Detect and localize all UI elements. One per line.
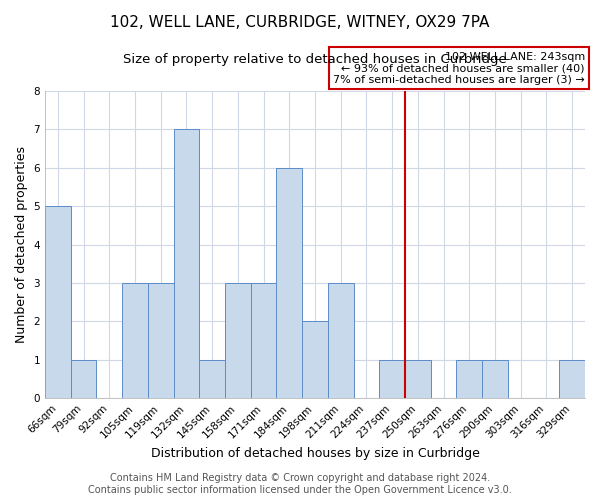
Bar	[251, 283, 277, 399]
Bar	[559, 360, 585, 399]
Text: Contains HM Land Registry data © Crown copyright and database right 2024.
Contai: Contains HM Land Registry data © Crown c…	[88, 474, 512, 495]
Bar	[225, 283, 251, 399]
Bar	[45, 206, 71, 398]
Bar	[71, 360, 97, 399]
Bar	[199, 360, 225, 399]
Y-axis label: Number of detached properties: Number of detached properties	[15, 146, 28, 343]
Bar	[277, 168, 302, 398]
Text: 102, WELL LANE, CURBRIDGE, WITNEY, OX29 7PA: 102, WELL LANE, CURBRIDGE, WITNEY, OX29 …	[110, 15, 490, 30]
Bar	[148, 283, 173, 399]
Bar	[379, 360, 405, 399]
Bar	[173, 130, 199, 398]
Bar	[457, 360, 482, 399]
Title: Size of property relative to detached houses in Curbridge: Size of property relative to detached ho…	[123, 53, 507, 66]
Bar	[302, 322, 328, 398]
Bar	[405, 360, 431, 399]
Text: 102 WELL LANE: 243sqm
← 93% of detached houses are smaller (40)
7% of semi-detac: 102 WELL LANE: 243sqm ← 93% of detached …	[333, 52, 585, 85]
Bar	[122, 283, 148, 399]
Bar	[328, 283, 353, 399]
Bar	[482, 360, 508, 399]
X-axis label: Distribution of detached houses by size in Curbridge: Distribution of detached houses by size …	[151, 447, 479, 460]
